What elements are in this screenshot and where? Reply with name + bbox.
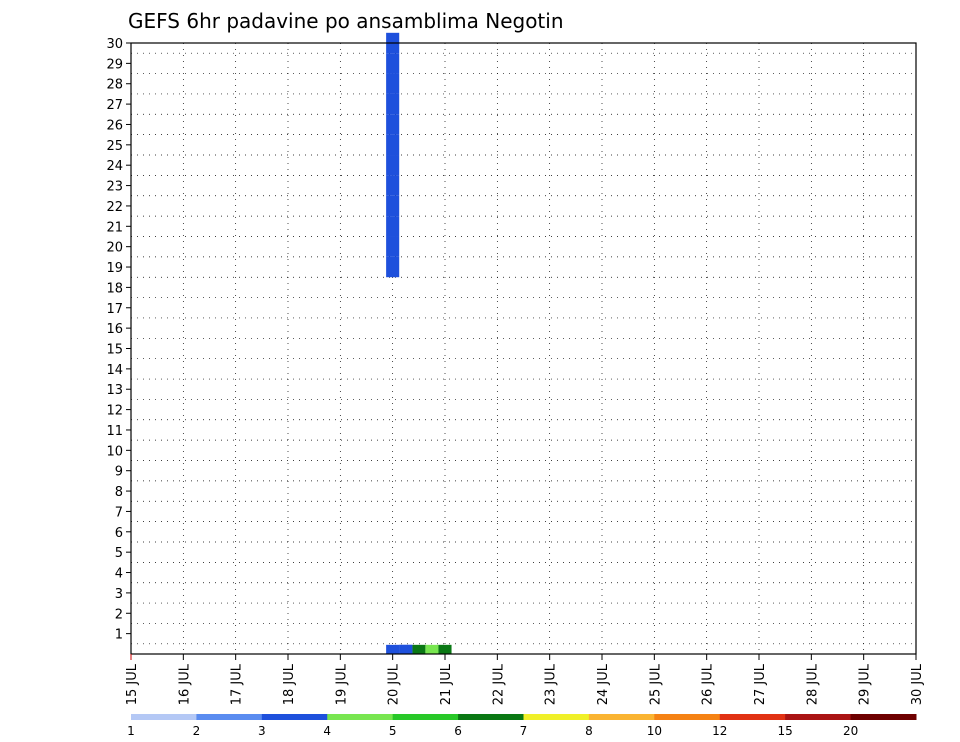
- x-tick-label: 19 JUL: [334, 663, 349, 705]
- x-tick-label: 24 JUL: [596, 663, 611, 705]
- y-tick-label: 28: [106, 78, 123, 93]
- y-tick-label: 27: [106, 98, 123, 113]
- x-tick-label: 25 JUL: [648, 663, 663, 705]
- y-tick-label: 16: [106, 322, 123, 337]
- y-tick-label: 10: [106, 444, 123, 459]
- colorbar: 1 2 3 4 5 6 7 8 10 12 15 20: [127, 714, 917, 738]
- precip-cell: [386, 216, 400, 237]
- x-tick-label: 16 JUL: [177, 663, 192, 705]
- x-tick-label: 26 JUL: [701, 663, 716, 705]
- colorbar-segment: [785, 714, 852, 720]
- y-tick-label: 20: [106, 241, 123, 256]
- x-tick-label: 29 JUL: [858, 663, 873, 705]
- y-tick-label: 3: [115, 587, 123, 602]
- precip-cell: [386, 644, 400, 654]
- colorbar-segment: [131, 714, 197, 720]
- y-tick-label: 29: [106, 57, 123, 72]
- x-tick-label: 20 JUL: [387, 663, 402, 705]
- colorbar-label: 12: [712, 724, 727, 738]
- colorbar-label: 10: [647, 724, 662, 738]
- x-tick-label: 27 JUL: [753, 663, 768, 705]
- colorbar-segment: [523, 714, 590, 720]
- y-tick-label: 23: [106, 180, 123, 195]
- y-tick-label: 2: [115, 607, 123, 622]
- y-tick-label: 22: [106, 200, 123, 215]
- y-tick-label: 14: [106, 363, 123, 378]
- colorbar-segment: [458, 714, 524, 720]
- precip-cell: [386, 175, 400, 196]
- y-tick-label: 4: [115, 567, 123, 582]
- colorbar-label: 3: [258, 724, 266, 738]
- data-cells: [386, 32, 452, 654]
- plot-frame: [130, 42, 917, 655]
- precip-cell: [386, 256, 400, 278]
- y-tick-label: 6: [115, 526, 123, 541]
- colorbar-label: 15: [778, 724, 793, 738]
- y-tick-label: 5: [115, 546, 123, 561]
- y-tick-label: 17: [106, 302, 123, 317]
- y-tick-label: 1: [115, 628, 123, 643]
- precip-cell: [386, 134, 400, 156]
- y-tick-label: 26: [106, 118, 123, 133]
- colorbar-label: 6: [454, 724, 462, 738]
- x-tick-label: 30 JUL: [910, 663, 925, 705]
- precip-cell: [386, 93, 400, 115]
- colorbar-label: 5: [389, 724, 397, 738]
- colorbar-segment: [327, 714, 394, 720]
- y-tick-label: 12: [106, 404, 123, 419]
- precip-cell: [425, 644, 439, 654]
- y-axis-labels: 1234567891011121314151617181920212223242…: [106, 37, 131, 643]
- colorbar-segment: [588, 714, 655, 720]
- y-tick-label: 11: [106, 424, 123, 439]
- grid: [131, 43, 916, 654]
- precip-cell: [386, 53, 400, 74]
- y-tick-label: 18: [106, 281, 123, 296]
- colorbar-segment: [196, 714, 263, 720]
- chart-title: GEFS 6hr padavine po ansamblima Negotin: [128, 9, 564, 33]
- x-tick-label: 23 JUL: [544, 663, 559, 705]
- colorbar-segment: [719, 714, 786, 720]
- y-tick-label: 9: [115, 465, 123, 480]
- colorbar-label: 2: [193, 724, 201, 738]
- x-tick-label: 21 JUL: [439, 663, 454, 705]
- colorbar-label: 7: [520, 724, 528, 738]
- x-tick-label: 17 JUL: [230, 663, 245, 705]
- x-tick-label: 15 JUL: [125, 663, 140, 705]
- y-tick-label: 15: [106, 343, 123, 358]
- colorbar-label: 1: [127, 724, 135, 738]
- colorbar-label: 8: [585, 724, 593, 738]
- y-tick-label: 24: [106, 159, 123, 174]
- precip-cell: [386, 73, 400, 94]
- colorbar-segment: [392, 714, 459, 720]
- colorbar-label: 4: [323, 724, 331, 738]
- y-tick-label: 21: [106, 220, 123, 235]
- precip-cell: [412, 644, 426, 654]
- colorbar-segment: [850, 714, 917, 720]
- y-tick-label: 30: [106, 37, 123, 52]
- x-tick-label: 22 JUL: [491, 663, 506, 705]
- colorbar-label: 20: [843, 724, 858, 738]
- x-axis-labels: 15 JUL 16 JUL 17 JUL 18 JUL 19 JUL 20 JUL 21 J…: [125, 654, 925, 705]
- y-tick-label: 19: [106, 261, 123, 276]
- precip-cell: [386, 236, 400, 257]
- colorbar-segment: [261, 714, 328, 720]
- precip-cell: [386, 114, 400, 135]
- precip-cell: [386, 155, 400, 176]
- y-tick-label: 25: [106, 139, 123, 154]
- x-tick-label: 28 JUL: [805, 663, 820, 705]
- precip-cell: [399, 644, 413, 654]
- y-tick-label: 8: [115, 485, 123, 500]
- precip-cell: [386, 195, 400, 217]
- y-tick-label: 13: [106, 383, 123, 398]
- precip-cell: [438, 644, 452, 654]
- colorbar-segment: [654, 714, 721, 720]
- y-tick-label: 7: [115, 505, 123, 520]
- x-tick-label: 18 JUL: [282, 663, 297, 705]
